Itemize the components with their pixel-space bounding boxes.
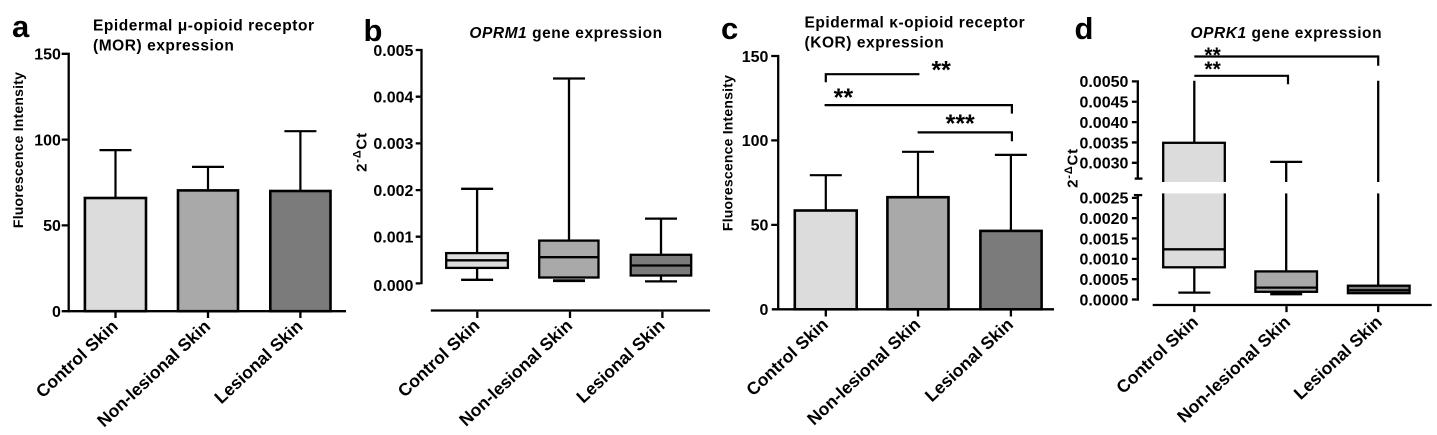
svg-text:**: ** (1204, 58, 1221, 81)
svg-text:2-ΔCt: 2-ΔCt (352, 132, 371, 172)
svg-text:Epidermal μ-opioid receptor: Epidermal μ-opioid receptor (93, 18, 315, 35)
svg-text:**: ** (1204, 44, 1221, 67)
svg-text:0.0050: 0.0050 (1079, 74, 1128, 91)
svg-text:100: 100 (742, 133, 769, 150)
svg-text:150: 150 (34, 47, 61, 64)
svg-text:0.0030: 0.0030 (1079, 156, 1128, 173)
svg-text:Epidermal κ-opioid receptor: Epidermal κ-opioid receptor (805, 15, 1026, 32)
svg-text:0: 0 (52, 304, 61, 321)
svg-text:0.005: 0.005 (373, 43, 413, 60)
svg-text:50: 50 (43, 218, 61, 235)
svg-text:0.001: 0.001 (373, 230, 413, 247)
svg-text:0: 0 (759, 302, 768, 319)
svg-text:d: d (1075, 11, 1094, 46)
svg-text:Fluorescence Intensity: Fluorescence Intensity (10, 72, 26, 228)
svg-text:0.0035: 0.0035 (1079, 135, 1128, 152)
svg-text:c: c (721, 11, 738, 46)
svg-text:0.002: 0.002 (373, 183, 413, 200)
svg-text:a: a (12, 9, 30, 44)
svg-text:Fluorescence Intensity: Fluorescence Intensity (720, 75, 736, 231)
svg-text:0.0000: 0.0000 (1079, 292, 1128, 309)
svg-text:***: *** (946, 110, 975, 138)
svg-text:**: ** (931, 57, 951, 85)
svg-text:**: ** (834, 84, 854, 112)
svg-text:(KOR) expression: (KOR) expression (805, 35, 945, 52)
svg-text:0.0015: 0.0015 (1079, 231, 1128, 248)
svg-text:0.0025: 0.0025 (1079, 191, 1128, 208)
svg-text:b: b (364, 13, 383, 48)
svg-text:0.000: 0.000 (373, 278, 413, 295)
svg-text:0.004: 0.004 (373, 90, 413, 107)
svg-text:(MOR) expression: (MOR) expression (93, 38, 234, 55)
svg-text:OPRM1 gene expression: OPRM1 gene expression (469, 25, 662, 42)
svg-text:0.0010: 0.0010 (1079, 252, 1128, 269)
svg-text:0.003: 0.003 (373, 136, 413, 153)
svg-text:OPRK1 gene expression: OPRK1 gene expression (1191, 25, 1383, 42)
svg-text:0.0045: 0.0045 (1079, 95, 1128, 112)
svg-text:150: 150 (742, 49, 769, 66)
svg-text:0.0040: 0.0040 (1079, 115, 1128, 132)
svg-text:0.0020: 0.0020 (1079, 211, 1128, 228)
svg-text:50: 50 (751, 218, 769, 235)
svg-text:100: 100 (34, 132, 61, 149)
svg-text:0.0005: 0.0005 (1079, 272, 1128, 289)
